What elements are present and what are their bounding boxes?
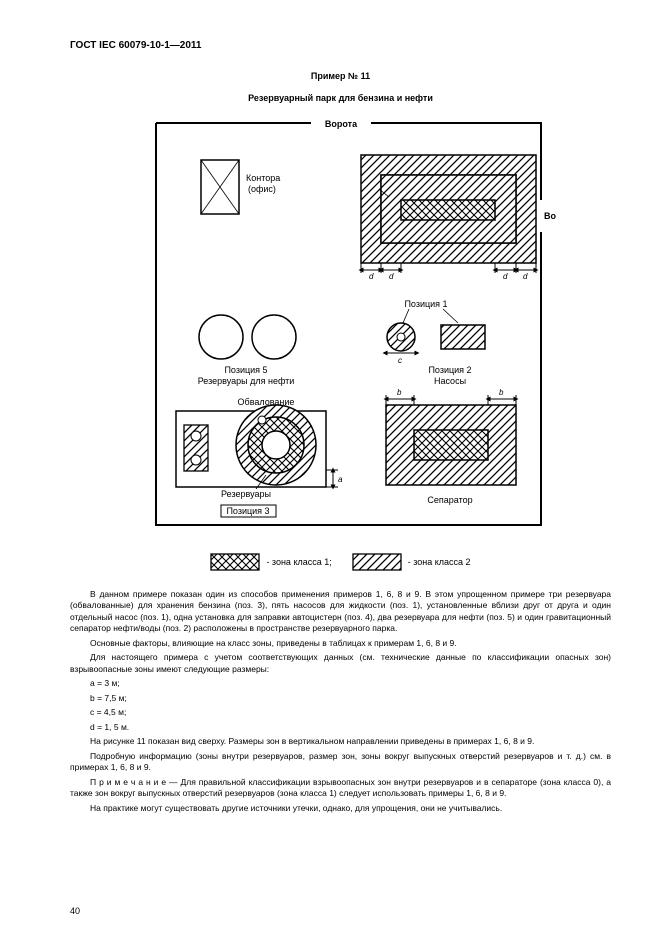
pos5-label-2: Резервуары для нефти (197, 376, 294, 386)
figure-diagram: Ворота Ворота Контора (офис) Позиция 4 d… (126, 115, 556, 535)
note: П р и м е ч а н и е — Для правильной кла… (70, 777, 611, 800)
page-number: 40 (70, 906, 80, 916)
pos2-label-1: Позиция 2 (428, 365, 471, 375)
svg-text:c: c (398, 356, 402, 365)
svg-text:d: d (503, 272, 508, 281)
reservoirs-label: Резервуары (221, 489, 271, 499)
doc-header: ГОСТ IEC 60079-10-1—2011 (70, 40, 611, 51)
para-5: Подробную информацию (зоны внутри резерв… (70, 751, 611, 774)
dim-a: a = 3 м; (90, 678, 611, 689)
pos2-label-2: Насосы (433, 376, 465, 386)
gate-top-label: Ворота (324, 119, 357, 129)
legend: - зона класса 1; - зона класса 2 (70, 553, 611, 571)
pos5-label-1: Позиция 5 (224, 365, 267, 375)
legend-zone1: - зона класса 1; (210, 553, 331, 571)
office-label-2: (офис) (248, 184, 276, 194)
svg-text:a: a (338, 475, 343, 484)
example-number: Пример № 11 (70, 71, 611, 81)
gate-right-label: Ворота (544, 211, 556, 221)
legend-zone2: - зона класса 2 (352, 553, 471, 571)
body-text: В данном примере показан один из способо… (70, 589, 611, 814)
pos3-label: Позиция 3 (226, 506, 269, 516)
separator-label: Сепаратор (427, 495, 472, 505)
svg-text:d: d (389, 272, 394, 281)
para-2: Основные факторы, влияющие на класс зоны… (70, 638, 611, 649)
svg-text:b: b (397, 388, 402, 397)
example-title: Резервуарный парк для бензина и нефти (70, 93, 611, 103)
page: ГОСТ IEC 60079-10-1—2011 Пример № 11 Рез… (0, 0, 661, 936)
svg-text:b: b (499, 388, 504, 397)
svg-text:d: d (523, 272, 528, 281)
para-1: В данном примере показан один из способо… (70, 589, 611, 635)
pos1-label: Позиция 1 (404, 299, 447, 309)
svg-text:d: d (369, 272, 374, 281)
para-4: На рисунке 11 показан вид сверху. Размер… (70, 736, 611, 747)
legend-zone1-label: - зона класса 1; (266, 557, 331, 567)
legend-zone2-label: - зона класса 2 (408, 557, 471, 567)
para-3: Для настоящего примера с учетом соответс… (70, 652, 611, 675)
dim-b: b = 7,5 м; (90, 693, 611, 704)
office-label-1: Контора (246, 173, 280, 183)
dim-d: d = 1, 5 м. (90, 722, 611, 733)
dim-c: c = 4,5 м; (90, 707, 611, 718)
para-6: На практике могут существовать другие ис… (70, 803, 611, 814)
